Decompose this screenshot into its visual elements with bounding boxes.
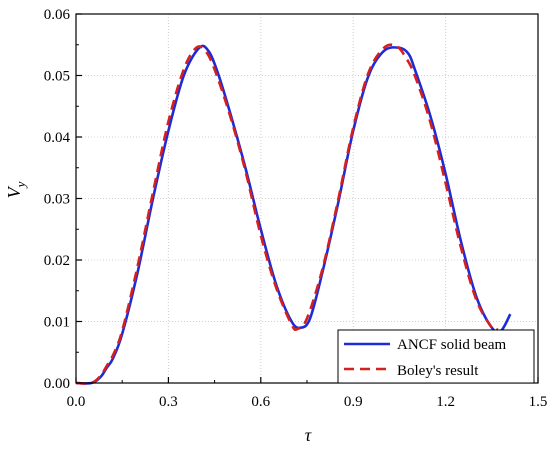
series-layer — [75, 43, 512, 385]
x-tick-label: 0.3 — [159, 394, 178, 410]
series-line-ancf-solid-beam — [75, 44, 512, 385]
x-tick-label: 1.2 — [436, 394, 455, 410]
y-tick-label: 0.06 — [44, 7, 71, 23]
y-axis-label-main: V — [4, 185, 24, 198]
series-line-boleys-result — [75, 43, 499, 385]
y-tick-label: 0.05 — [44, 69, 70, 85]
x-tick-label: 1.5 — [529, 394, 548, 410]
y-tick-label: 0.00 — [44, 376, 70, 392]
y-tick-label: 0.03 — [44, 192, 70, 208]
x-tick-label: 0.6 — [251, 394, 270, 410]
y-axis-label: Vy — [4, 181, 28, 198]
x-tick-label: 0.0 — [67, 394, 86, 410]
axis-ticks: 0.0 0.3 0.6 0.9 1.2 1.5 0.00 0.01 0.02 0.03 0.04 0.… — [44, 7, 548, 410]
legend: ANCF solid beam Boley's result — [337, 329, 535, 384]
x-tick-label: 0.9 — [344, 394, 363, 410]
y-axis-label-subscript: y — [13, 181, 28, 189]
legend-label-ancf: ANCF solid beam — [397, 337, 507, 353]
x-axis-label: τ — [305, 425, 312, 445]
legend-label-boley: Boley's result — [397, 363, 479, 379]
y-tick-label: 0.01 — [44, 315, 70, 331]
y-tick-label: 0.04 — [44, 130, 71, 146]
y-tick-label: 0.02 — [44, 253, 70, 269]
legend-box — [337, 329, 535, 384]
